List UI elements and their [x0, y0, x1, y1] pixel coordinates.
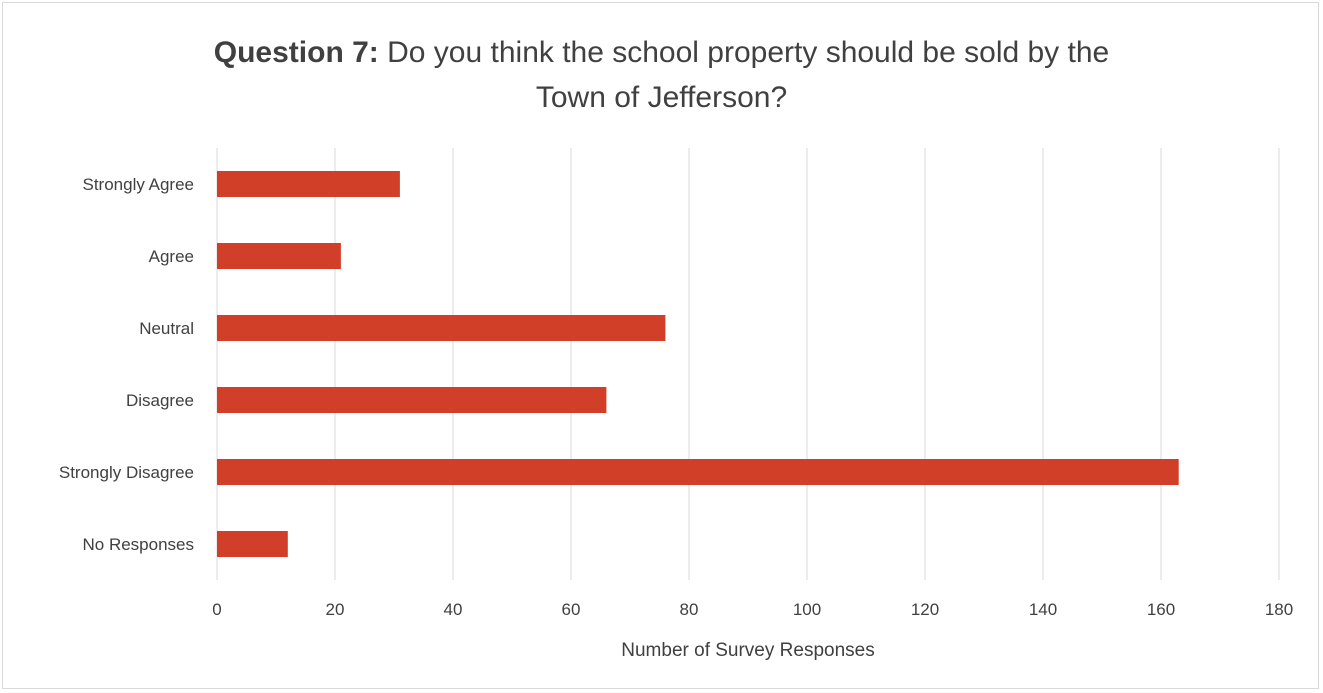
- bar-neutral: [217, 315, 666, 341]
- x-tick-label: 40: [444, 600, 463, 619]
- category-labels: Strongly Agree Agree Neutral Disagree Strong…: [59, 175, 194, 554]
- category-label: Disagree: [126, 391, 194, 410]
- x-tick-label: 180: [1265, 600, 1293, 619]
- chart-title-text: Do you think the school property should …: [378, 36, 1110, 69]
- chart-title-line2: Town of Jefferson?: [535, 81, 788, 114]
- bar-disagree: [217, 387, 607, 413]
- x-tick-labels: 0 20 40 60 80 100 120 140 160 180: [212, 600, 1293, 619]
- x-axis-title: Number of Survey Responses: [621, 640, 874, 661]
- x-tick-label: 160: [1147, 600, 1175, 619]
- chart-title: Question 7: Do you think the school prop…: [0, 30, 1323, 120]
- x-tick-label: 60: [562, 600, 581, 619]
- category-label: Neutral: [139, 319, 194, 338]
- chart-title-bold: Question 7:: [213, 36, 379, 69]
- category-label: No Responses: [82, 535, 194, 554]
- x-tick-label: 120: [911, 600, 939, 619]
- x-tick-label: 100: [793, 600, 821, 619]
- x-tick-label: 140: [1029, 600, 1057, 619]
- gridlines: [216, 148, 1280, 580]
- bar-agree: [217, 243, 341, 269]
- x-tick-label: 0: [212, 600, 221, 619]
- bar-strongly-disagree: [217, 459, 1179, 485]
- category-label: Agree: [149, 247, 194, 266]
- bar-no-responses: [217, 531, 288, 557]
- category-label: Strongly Agree: [82, 175, 194, 194]
- x-tick-label: 80: [680, 600, 699, 619]
- bar-strongly-agree: [217, 171, 400, 197]
- bars: [217, 171, 1179, 557]
- category-label: Strongly Disagree: [59, 463, 194, 482]
- x-tick-label: 20: [326, 600, 345, 619]
